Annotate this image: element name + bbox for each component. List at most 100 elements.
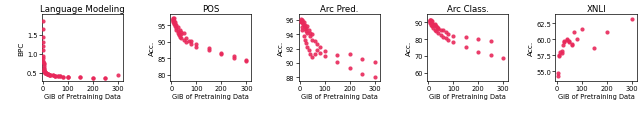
Point	[39, 68, 49, 70]
Point	[498, 58, 508, 60]
Point	[429, 24, 440, 25]
Point	[38, 42, 48, 44]
Point	[170, 24, 180, 26]
Point	[172, 25, 182, 27]
Point	[191, 44, 202, 46]
Point	[627, 19, 637, 21]
Point	[39, 70, 49, 72]
Point	[40, 71, 50, 73]
Point	[38, 50, 48, 51]
Point	[38, 29, 48, 31]
Point	[431, 26, 441, 28]
Point	[179, 33, 189, 35]
Point	[307, 40, 317, 41]
Point	[296, 22, 306, 24]
Y-axis label: Acc.: Acc.	[278, 41, 284, 55]
X-axis label: GiB of Pretraining Data: GiB of Pretraining Data	[557, 93, 635, 99]
Point	[51, 75, 61, 77]
Point	[41, 73, 51, 75]
Point	[305, 32, 315, 34]
Point	[300, 29, 310, 31]
Point	[38, 62, 49, 63]
Point	[38, 36, 48, 38]
Point	[312, 44, 323, 46]
Point	[168, 19, 179, 20]
Point	[169, 21, 179, 23]
Y-axis label: BPC: BPC	[19, 41, 25, 55]
Point	[40, 71, 50, 73]
Point	[173, 34, 184, 36]
Point	[45, 74, 56, 76]
Title: Arc Pred.: Arc Pred.	[320, 5, 358, 14]
Title: XNLI: XNLI	[586, 5, 606, 14]
Point	[441, 32, 451, 34]
Point	[426, 22, 436, 24]
Point	[307, 57, 317, 59]
Point	[448, 41, 458, 43]
Point	[48, 75, 58, 77]
Point	[43, 74, 53, 75]
Point	[172, 30, 182, 32]
Point	[298, 26, 308, 28]
Point	[88, 77, 98, 79]
Point	[172, 26, 182, 28]
Point	[58, 76, 68, 78]
Point	[305, 36, 315, 38]
Point	[169, 24, 179, 25]
Point	[554, 56, 564, 58]
Point	[39, 69, 49, 71]
Point	[566, 45, 577, 47]
Point	[424, 20, 435, 22]
Point	[556, 51, 566, 53]
Point	[562, 39, 572, 41]
Point	[577, 29, 587, 31]
Point	[228, 57, 239, 59]
Point	[38, 46, 48, 48]
Point	[297, 22, 307, 24]
X-axis label: GiB of Pretraining Data: GiB of Pretraining Data	[429, 93, 506, 99]
Point	[602, 32, 612, 34]
Point	[320, 55, 330, 57]
Point	[42, 73, 52, 75]
Point	[172, 28, 182, 30]
Point	[554, 54, 564, 56]
Point	[52, 76, 63, 77]
Point	[473, 39, 483, 40]
Point	[170, 26, 180, 28]
Point	[310, 53, 320, 55]
Point	[441, 38, 451, 40]
Point	[428, 24, 438, 25]
Point	[557, 53, 567, 54]
Point	[302, 47, 312, 49]
Point	[297, 20, 307, 21]
Point	[301, 43, 311, 45]
Point	[303, 50, 314, 51]
Point	[301, 31, 311, 33]
Point	[345, 54, 355, 56]
Point	[38, 60, 49, 62]
Point	[296, 21, 306, 23]
Point	[298, 22, 308, 24]
Point	[300, 25, 310, 27]
Point	[302, 26, 312, 28]
Point	[186, 41, 196, 43]
Point	[176, 34, 186, 36]
Y-axis label: Acc.: Acc.	[149, 41, 156, 55]
Point	[39, 67, 49, 69]
Point	[427, 21, 437, 23]
Point	[40, 73, 51, 74]
Point	[443, 40, 453, 41]
Point	[589, 48, 600, 50]
Point	[429, 30, 440, 31]
Point	[38, 55, 49, 57]
Point	[216, 53, 227, 55]
Point	[332, 55, 342, 56]
Point	[315, 53, 325, 54]
Point	[370, 77, 380, 79]
Point	[433, 29, 444, 30]
Point	[433, 28, 444, 30]
Point	[425, 20, 435, 22]
Point	[38, 58, 49, 60]
Point	[113, 74, 123, 76]
Point	[51, 75, 61, 77]
